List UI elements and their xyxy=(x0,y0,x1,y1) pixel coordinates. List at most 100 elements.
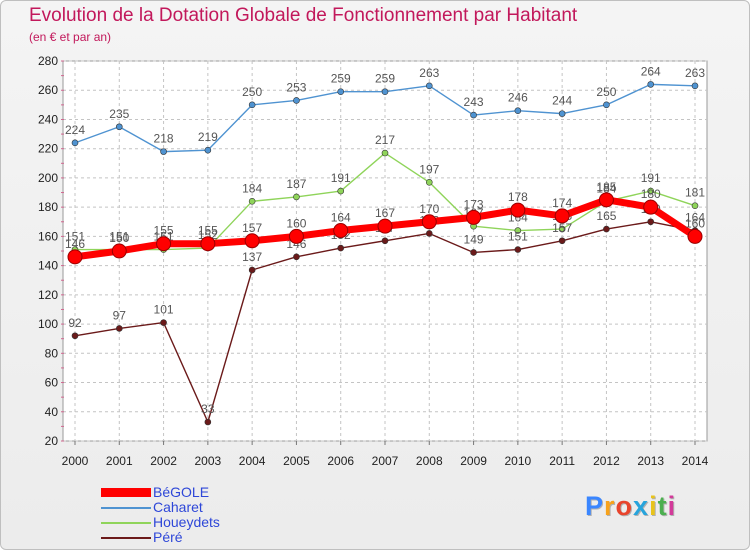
data-point xyxy=(598,192,614,208)
data-label: 263 xyxy=(419,66,439,80)
data-point xyxy=(160,319,167,326)
data-point xyxy=(111,243,127,259)
x-tick-label: 2004 xyxy=(239,454,266,468)
data-point xyxy=(558,110,566,117)
data-point xyxy=(156,236,172,252)
y-tick-label: 60 xyxy=(45,376,59,390)
legend-item: Péré xyxy=(101,530,321,545)
y-tick-label: 100 xyxy=(38,317,58,331)
data-label: 146 xyxy=(65,237,85,251)
data-label: 218 xyxy=(154,132,174,146)
x-tick-label: 2001 xyxy=(106,454,133,468)
data-point xyxy=(248,198,256,205)
data-point xyxy=(558,237,566,245)
legend-label: Houeydets xyxy=(153,514,220,530)
legend-swatch xyxy=(101,522,151,524)
data-point xyxy=(647,187,655,195)
data-point xyxy=(288,228,304,244)
y-tick-label: 260 xyxy=(38,83,58,97)
legend-label: Caharet xyxy=(153,499,203,515)
x-tick-label: 2002 xyxy=(150,454,177,468)
data-point xyxy=(514,227,522,234)
data-point xyxy=(71,332,79,340)
data-point xyxy=(337,187,345,195)
data-label: 259 xyxy=(375,72,395,86)
y-tick-label: 80 xyxy=(45,346,59,360)
data-label: 180 xyxy=(641,187,661,201)
data-point xyxy=(466,209,482,225)
data-point xyxy=(687,228,703,244)
data-point xyxy=(337,88,345,95)
data-point xyxy=(691,82,699,90)
legend-swatch xyxy=(101,537,151,539)
y-tick-label: 140 xyxy=(38,259,58,273)
data-point xyxy=(514,246,522,253)
chart-legend: BéGOLE Caharet Houeydets Péré xyxy=(101,485,321,545)
data-point xyxy=(421,214,437,230)
data-point xyxy=(647,218,655,226)
data-label: 219 xyxy=(198,130,218,144)
x-tick-label: 2007 xyxy=(372,454,399,468)
data-label: 244 xyxy=(552,94,572,108)
data-label: 160 xyxy=(286,216,306,230)
data-label: 137 xyxy=(242,250,262,264)
data-label: 165 xyxy=(596,209,616,223)
data-label: 157 xyxy=(242,221,262,235)
data-label: 151 xyxy=(508,230,528,244)
data-point xyxy=(115,123,123,131)
data-label: 155 xyxy=(198,224,218,238)
x-tick-label: 2000 xyxy=(62,454,89,468)
data-point xyxy=(377,218,393,234)
data-point xyxy=(248,101,256,109)
proxiti-logo: Proxiti xyxy=(585,491,677,521)
legend-swatch xyxy=(101,488,151,497)
data-point xyxy=(381,88,389,95)
data-label: 170 xyxy=(419,202,439,216)
series-caharet: 224 235 218 219 250 253 259 259 263 243 246 244 250 2… xyxy=(65,64,705,155)
data-point xyxy=(470,249,477,256)
x-tick-label: 2003 xyxy=(195,454,222,468)
data-point xyxy=(514,107,522,114)
y-tick-label: 120 xyxy=(38,288,58,302)
data-label: 187 xyxy=(286,177,306,191)
data-point xyxy=(603,225,610,233)
data-label: 191 xyxy=(331,171,351,185)
data-label: 97 xyxy=(113,308,127,322)
y-tick-label: 220 xyxy=(38,142,58,156)
data-label: 217 xyxy=(375,133,395,147)
data-label: 250 xyxy=(242,85,262,99)
data-point xyxy=(425,82,433,90)
y-tick-label: 240 xyxy=(38,112,58,126)
data-label: 174 xyxy=(552,196,572,210)
data-point xyxy=(115,325,123,332)
data-label: 184 xyxy=(596,181,616,195)
x-tick-label: 2005 xyxy=(283,454,310,468)
chart-title: Evolution de la Dotation Globale de Fonc… xyxy=(29,5,578,26)
data-point xyxy=(160,148,167,155)
data-label: 185 xyxy=(596,180,616,194)
data-label: 151 xyxy=(65,230,85,244)
x-tick-label: 2008 xyxy=(416,454,443,468)
data-label: 151 xyxy=(109,230,129,244)
y-tick-label: 20 xyxy=(45,434,59,448)
data-label: 167 xyxy=(375,206,395,220)
data-point xyxy=(293,193,300,201)
data-point xyxy=(691,202,699,209)
data-point xyxy=(510,202,526,218)
data-label: 191 xyxy=(641,171,661,185)
data-point xyxy=(558,225,566,233)
x-tick-label: 2012 xyxy=(593,454,620,468)
data-label: 197 xyxy=(419,162,439,176)
data-point xyxy=(244,233,260,249)
data-point xyxy=(425,179,433,186)
data-point xyxy=(200,236,216,252)
data-point xyxy=(337,244,345,252)
data-label: 243 xyxy=(464,95,484,109)
data-point xyxy=(248,266,256,274)
x-tick-label: 2013 xyxy=(637,454,664,468)
data-label: 160 xyxy=(685,216,705,230)
data-label: 184 xyxy=(242,181,262,195)
data-label: 155 xyxy=(154,224,174,238)
